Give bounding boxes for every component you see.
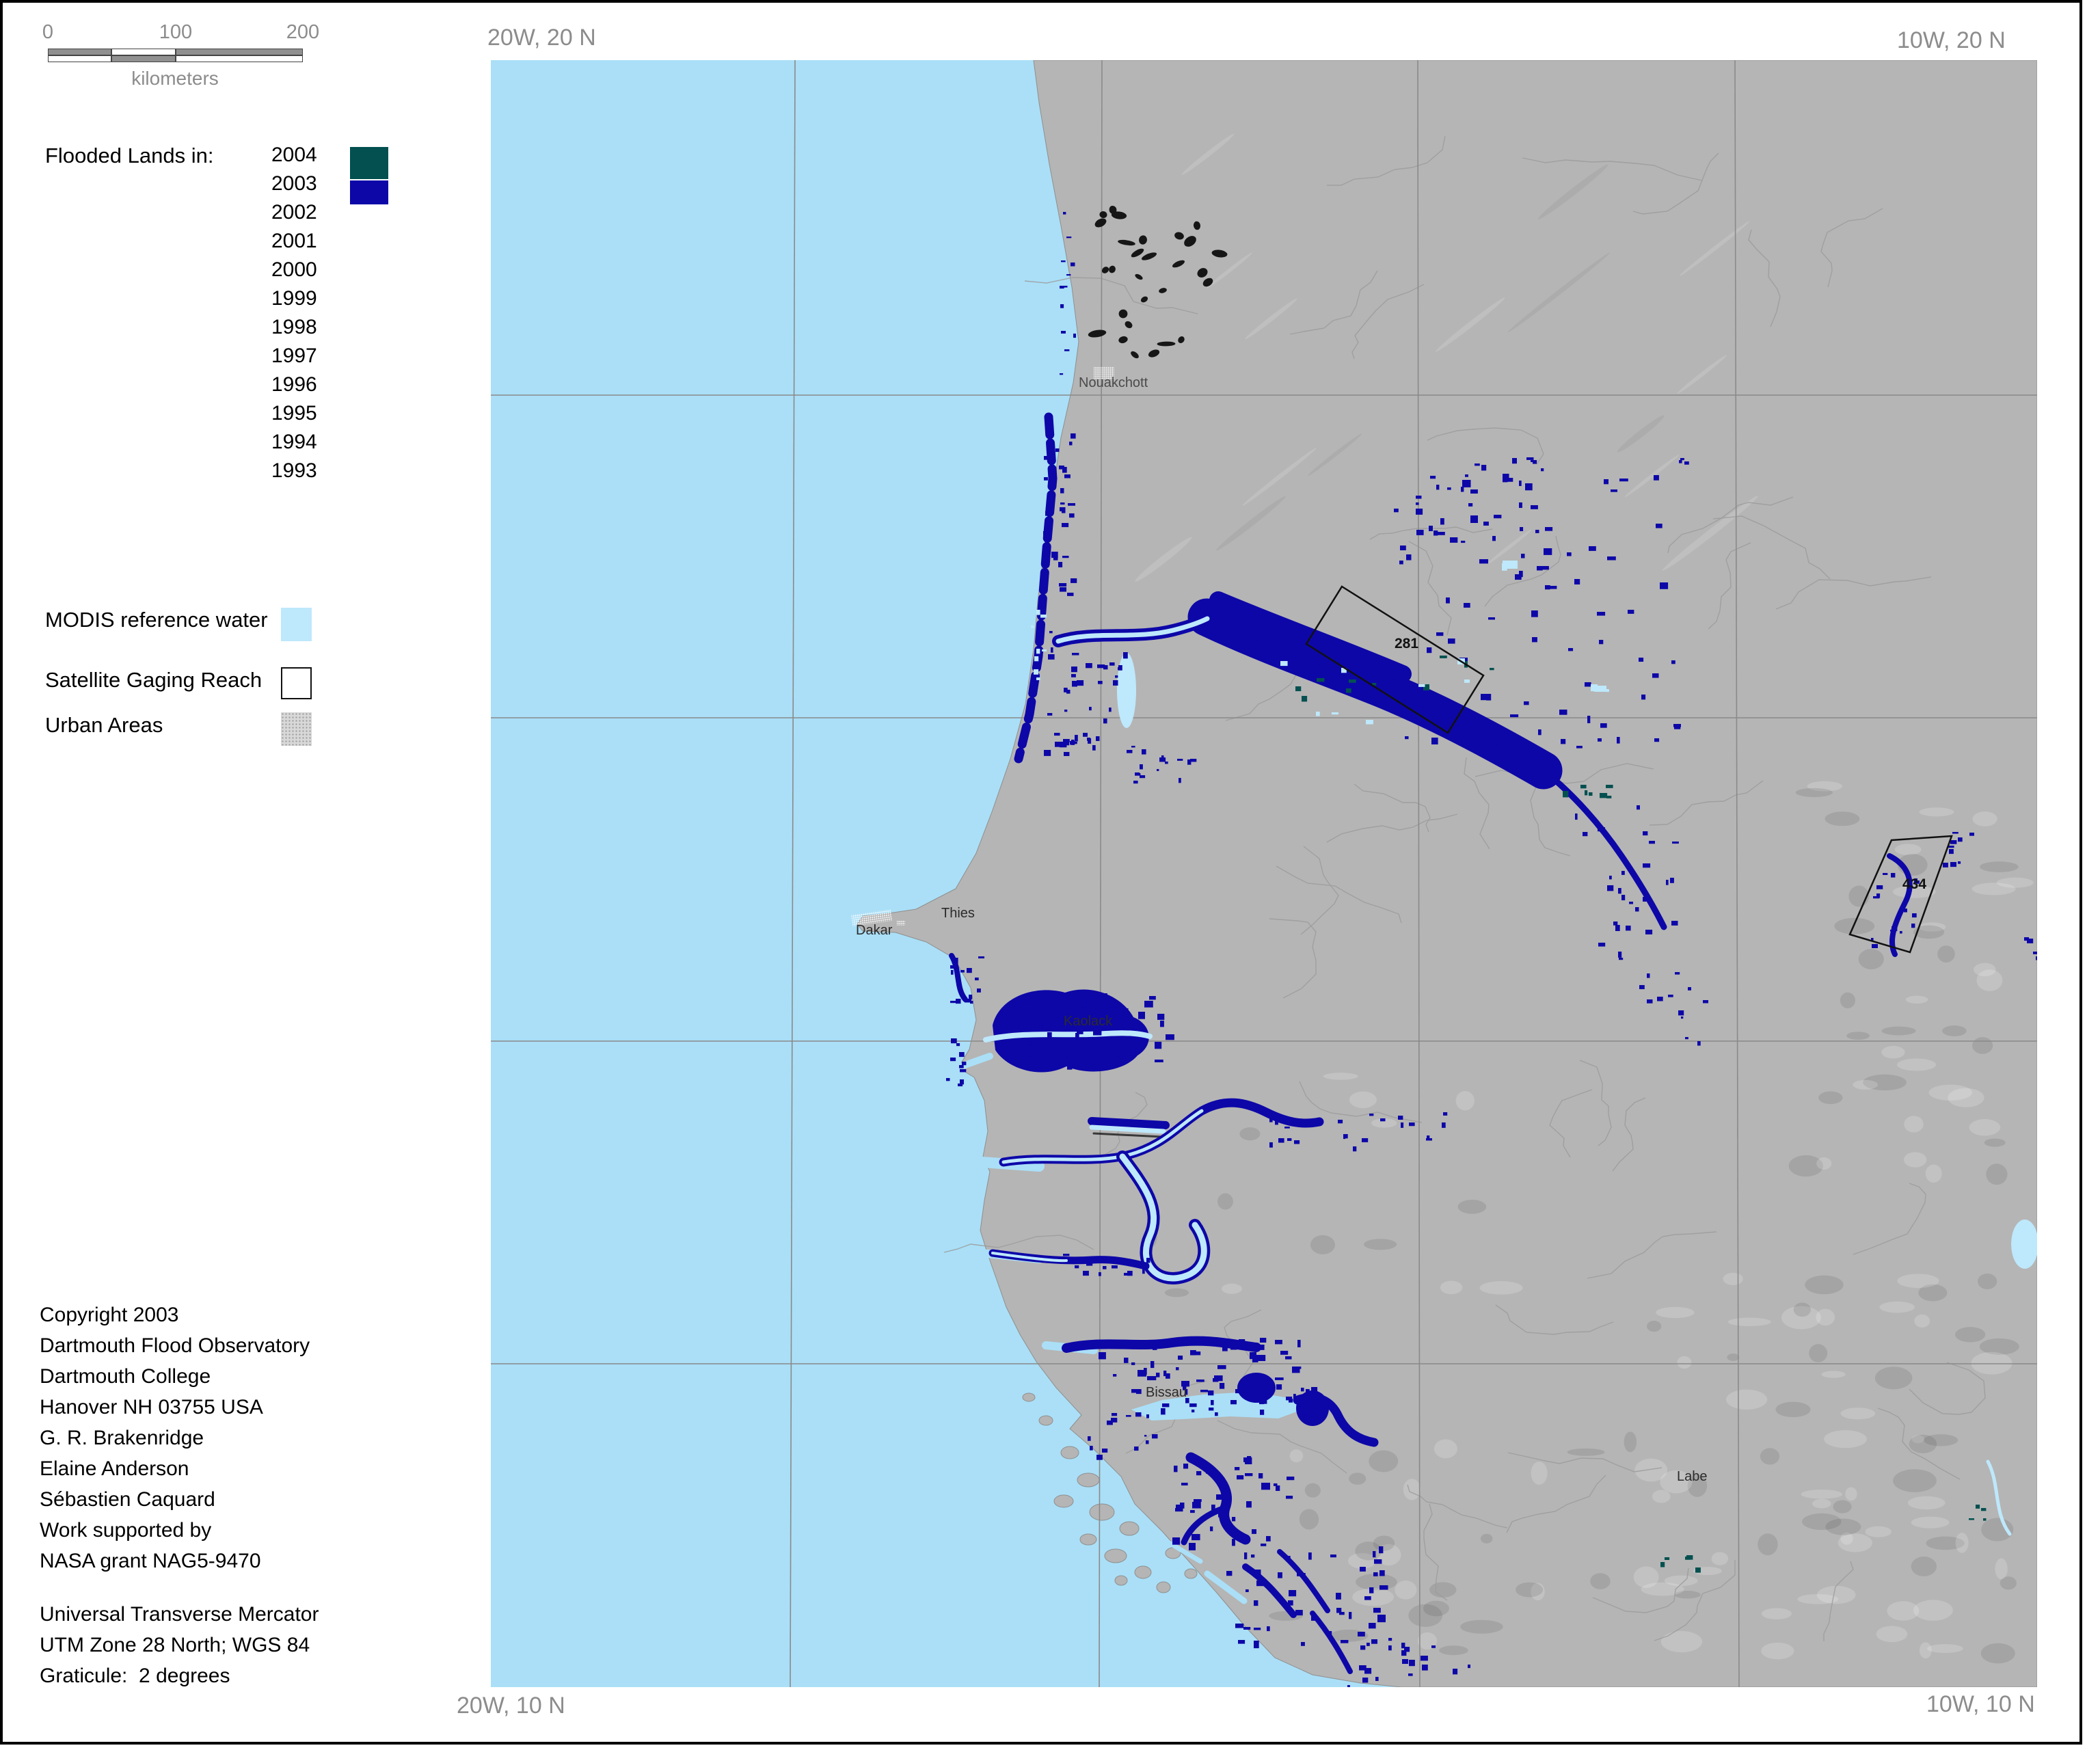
gaging-reach-boxes <box>1305 585 1953 954</box>
credits-line: G. R. Brakenridge <box>40 1427 204 1449</box>
legend-title: Flooded Lands in: <box>45 144 214 167</box>
legend-year: 2003 <box>271 172 317 195</box>
corner-label-bottom-left: 20W, 10 N <box>457 1693 565 1719</box>
scalebar-tick-100: 100 <box>159 21 193 43</box>
scalebar-tick-0: 0 <box>42 21 54 43</box>
map-label-thies: Thies <box>941 906 975 921</box>
credits-line: Hanover NH 03755 USA <box>40 1396 263 1418</box>
flood-scatter <box>946 212 2037 1687</box>
gaging-reach-281 <box>1305 585 1485 734</box>
legend-gaging-label: Satellite Gaging Reach <box>45 668 262 692</box>
islands <box>1022 1392 1198 1593</box>
legend-year: 1997 <box>271 345 317 367</box>
map-label-bissau: Bissau <box>1146 1385 1187 1400</box>
drainage-lines <box>943 135 1986 1641</box>
credits-line: Work supported by <box>40 1519 212 1542</box>
urban-areas <box>851 366 1114 926</box>
credits-block: Copyright 2003 Dartmouth Flood Observato… <box>40 1300 310 1576</box>
credits-line: Elaine Anderson <box>40 1457 189 1480</box>
corner-label-bottom-right: 10W, 10 N <box>1926 1691 2035 1717</box>
credits-line: Dartmouth College <box>40 1365 211 1388</box>
reach-label-434: 434 <box>1902 876 1927 892</box>
legend-year: 2001 <box>271 230 317 252</box>
corner-label-top-left: 20W, 20 N <box>487 25 596 51</box>
legend-year: 2004 <box>271 144 317 166</box>
credits-line: NASA grant NAG5-9470 <box>40 1550 261 1572</box>
legend-swatch-modis-water <box>281 608 312 641</box>
scalebar-tick-200: 200 <box>286 21 320 43</box>
projection-line: Universal Transverse Mercator <box>40 1603 319 1626</box>
map-label-labe: Labe <box>1677 1469 1708 1484</box>
hillshade-texture <box>1135 133 2034 1664</box>
map-label-kaolack: Kaolack <box>1064 1014 1113 1029</box>
legend-year: 1996 <box>271 373 317 396</box>
legend-year: 1993 <box>271 459 317 482</box>
legend-swatch-urban-areas <box>281 712 312 746</box>
legend-year: 1999 <box>271 287 317 310</box>
legend-year: 1998 <box>271 316 317 338</box>
map-label-nouakchott: Nouakchott <box>1079 375 1148 390</box>
legend-urban-label: Urban Areas <box>45 713 163 737</box>
projection-line: UTM Zone 28 North; WGS 84 <box>40 1634 310 1656</box>
reach-label-281: 281 <box>1395 636 1419 651</box>
legend-swatch-2003 <box>350 180 388 204</box>
scalebar <box>48 49 303 63</box>
scalebar-unit-label: kilometers <box>131 68 219 89</box>
corner-label-top-right: 10W, 20 N <box>1897 27 2006 53</box>
gaging-reach-434 <box>1848 835 1953 954</box>
legend-year: 2002 <box>271 201 317 224</box>
legend-swatch-2004 <box>350 147 388 179</box>
projection-block: Universal Transverse Mercator UTM Zone 2… <box>40 1599 319 1691</box>
legend-year: 1994 <box>271 431 317 453</box>
credits-line: Sébastien Caquard <box>40 1488 215 1511</box>
dark-dune-field <box>1088 205 1228 359</box>
credits-line: Dartmouth Flood Observatory <box>40 1334 310 1357</box>
map-label-dakar: Dakar <box>856 923 893 938</box>
projection-line: Graticule: 2 degrees <box>40 1665 230 1687</box>
legend-modis-label: MODIS reference water <box>45 608 268 632</box>
legend-swatch-gaging-reach <box>281 667 312 699</box>
credits-line: Copyright 2003 <box>40 1304 179 1326</box>
legend-year: 2000 <box>271 258 317 281</box>
legend-year-list: 2004 2003 2002 2001 2000 1999 1998 1997 … <box>271 141 317 485</box>
legend-year: 1995 <box>271 402 317 425</box>
